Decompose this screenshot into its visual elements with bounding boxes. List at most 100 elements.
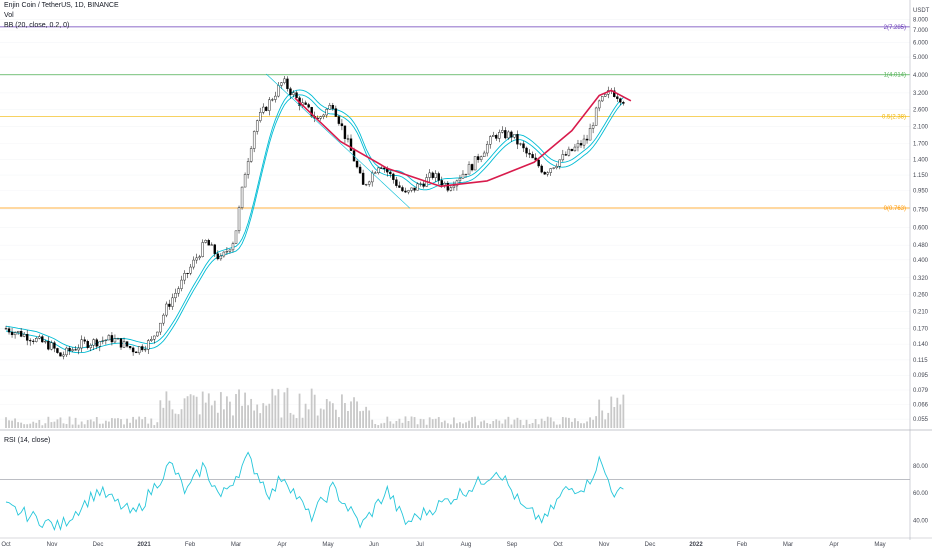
- candle-body: [322, 114, 325, 117]
- volume-bar: [11, 420, 13, 428]
- candle-body: [307, 104, 310, 108]
- volume-bar: [83, 424, 86, 428]
- candle-body: [555, 166, 558, 169]
- candle-body: [392, 173, 395, 180]
- volume-bar: [74, 417, 77, 428]
- candle-body: [204, 240, 207, 243]
- volume-bar: [56, 419, 59, 428]
- volume-bar: [262, 403, 265, 428]
- time-tick-label: Jun: [369, 542, 379, 548]
- candle-body: [277, 85, 280, 97]
- candle-body: [95, 339, 98, 347]
- volume-bar: [232, 415, 234, 428]
- candle-body: [195, 257, 198, 261]
- volume-bar: [604, 419, 607, 428]
- volume-bar: [86, 420, 89, 428]
- volume-bar: [123, 424, 125, 428]
- volume-bar: [474, 416, 476, 428]
- volume-bar: [437, 417, 440, 428]
- candle-body: [150, 339, 153, 341]
- volume-bar: [580, 423, 582, 428]
- candle-body: [507, 131, 510, 139]
- candle-body: [600, 96, 604, 102]
- candle-body: [461, 173, 465, 179]
- volume-bar: [89, 419, 92, 428]
- volume-bar: [153, 425, 156, 428]
- volume-bar: [313, 394, 316, 428]
- volume-bar: [513, 419, 516, 428]
- volume-bar: [250, 398, 253, 428]
- candle-body: [504, 130, 507, 139]
- volume-bar: [265, 405, 268, 428]
- candle-body: [29, 340, 32, 342]
- volume-bar: [350, 401, 352, 428]
- volume-bar: [183, 398, 186, 428]
- volume-bar: [522, 425, 525, 428]
- candle-body: [165, 303, 168, 316]
- fib-level-label: 1(4.014): [884, 73, 906, 79]
- candle-body: [219, 255, 223, 260]
- price-tick-label: 0.600: [913, 225, 929, 231]
- candle-body: [207, 240, 210, 246]
- candle-body: [616, 96, 619, 99]
- volume-bar: [425, 424, 428, 428]
- volume-bar: [619, 404, 622, 428]
- volume-bar: [219, 392, 222, 428]
- volume-bar: [446, 423, 449, 428]
- volume-bar: [592, 419, 595, 428]
- volume-bar: [111, 418, 113, 428]
- volume-bar: [574, 418, 576, 428]
- volume-bar: [468, 420, 470, 428]
- time-axis-ticks: Oct Nov Dec 2021 Feb Mar Apr May Jun Jul Aug Sep Oct…: [1, 542, 885, 548]
- volume-bar: [192, 395, 195, 428]
- candle-body: [597, 100, 601, 109]
- price-tick-label: 0.480: [913, 243, 929, 249]
- price-tick-label: 0.066: [913, 402, 929, 408]
- volume-bar: [477, 425, 480, 428]
- volume-bar: [598, 399, 601, 428]
- candle-body: [340, 123, 344, 127]
- volume-bar: [322, 409, 325, 428]
- time-tick-label: Jul: [416, 542, 424, 548]
- volume-bar: [238, 389, 240, 428]
- candle-body: [295, 92, 298, 99]
- candle-body: [513, 134, 516, 138]
- volume-bar: [501, 423, 504, 428]
- volume-bar: [347, 410, 349, 428]
- volume-bar: [365, 406, 368, 428]
- candle-body: [174, 293, 177, 299]
- volume-bar: [26, 424, 29, 428]
- volume-bar: [377, 425, 380, 428]
- price-tick-label: 0.170: [913, 327, 929, 333]
- candle-body: [292, 92, 295, 95]
- volume-bar: [283, 392, 286, 428]
- candle-body: [119, 338, 123, 348]
- price-tick-label: 7.000: [913, 28, 929, 34]
- candle-body: [265, 106, 268, 111]
- candle-body: [540, 165, 543, 173]
- price-tick-label: 1.700: [913, 142, 929, 148]
- candle-body: [225, 251, 229, 253]
- volume-bar: [204, 402, 207, 428]
- volume-bar: [253, 410, 256, 428]
- volume-bar: [201, 391, 204, 428]
- volume-bar: [47, 416, 50, 428]
- candle-body: [74, 349, 77, 351]
- candle-body: [92, 339, 95, 346]
- volume-bar: [319, 408, 322, 428]
- volume-bar: [80, 421, 83, 428]
- bb-lower: [5, 94, 624, 354]
- volume-bar: [92, 421, 95, 428]
- candle-body: [331, 105, 335, 109]
- candle-body: [234, 230, 238, 244]
- trend-lines: [266, 73, 411, 209]
- price-tick-label: 3.200: [913, 91, 929, 97]
- volume-bar: [289, 412, 292, 428]
- volume-bar: [62, 423, 65, 428]
- volume-bar: [616, 397, 619, 428]
- candle-body: [395, 179, 398, 186]
- volume-bar: [510, 424, 513, 428]
- volume-bar: [334, 409, 337, 428]
